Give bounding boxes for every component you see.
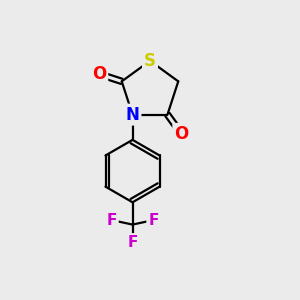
Text: F: F [127, 235, 138, 250]
Text: F: F [148, 213, 158, 228]
Text: F: F [106, 213, 117, 228]
Text: O: O [174, 125, 189, 143]
Text: N: N [126, 106, 140, 124]
Text: S: S [144, 52, 156, 70]
Text: O: O [92, 65, 106, 83]
